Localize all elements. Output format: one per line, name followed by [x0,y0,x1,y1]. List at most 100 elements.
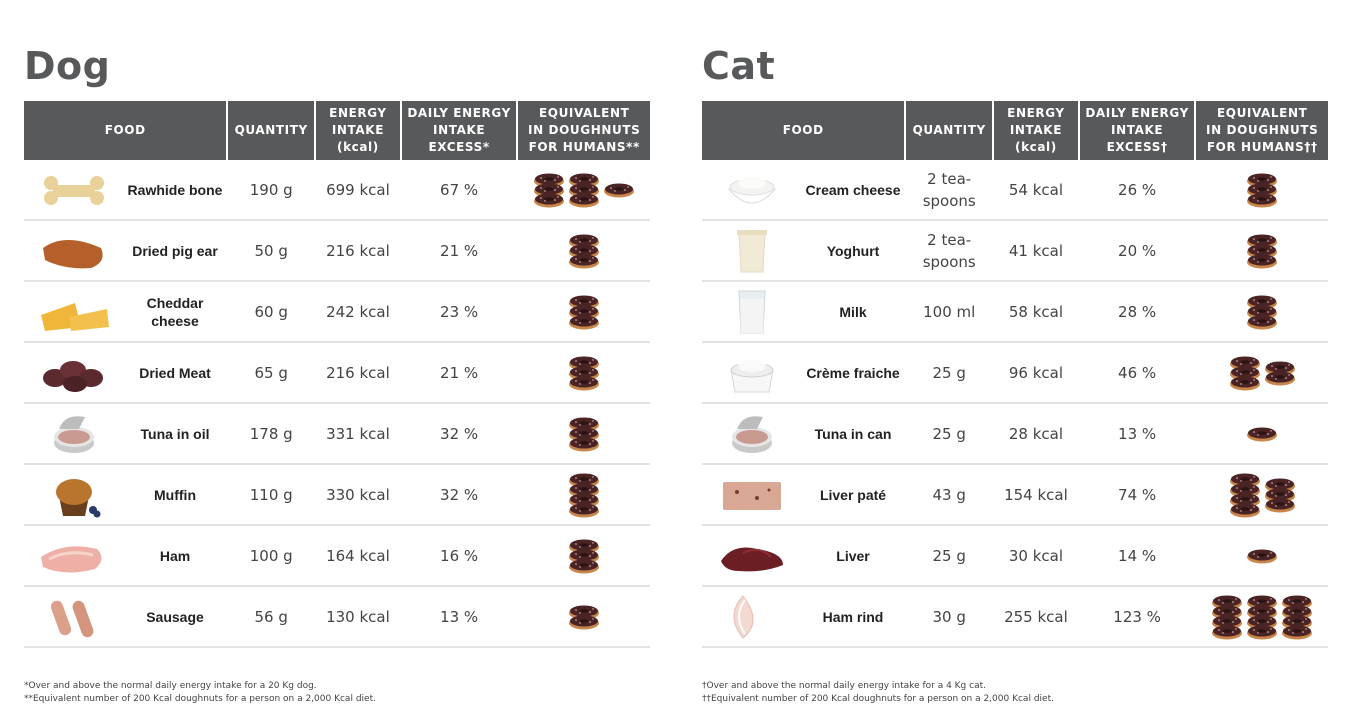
doughnut-icon [1247,549,1278,563]
doughnut-stack [1246,233,1278,269]
doughnut-stack [568,172,600,208]
dried-meat-icon [42,360,103,392]
doughnut-icon [1264,361,1295,375]
table-row: Tuna in can 25 g 28 kcal 13 % [702,404,1328,465]
pate-icon [722,481,781,510]
dog-footnote-1: *Over and above the normal daily energy … [24,681,317,691]
food-image [24,343,124,402]
doughnut-cell [1196,526,1328,585]
food-image [702,282,802,341]
food-name: Milk [839,303,867,320]
doughnut-stack [568,604,600,630]
sausage-icon [50,600,94,637]
header-equivalent: EQUIVALENT IN DOUGHNUTS FOR HUMANS** [518,101,650,160]
milk-icon [738,290,766,333]
dog-footnotes: *Over and above the normal daily energy … [24,680,376,706]
doughnut-stack [568,294,600,330]
quantity-cell: 178 g [249,424,293,443]
food-name: Dried pig ear [132,242,218,259]
cat-table-header: FOOD QUANTITY ENERGY INTAKE (kcal) DAILY… [702,101,1328,160]
bone-icon [43,175,104,205]
doughnut-icon [1247,315,1278,329]
food-name: Tuna in can [814,425,892,442]
doughnut-icon [1264,371,1295,385]
header-equivalent-text: EQUIVALENT IN DOUGHNUTS FOR HUMANS†† [1206,106,1319,154]
doughnut-icon [569,493,600,507]
doughnut-group [1229,472,1296,518]
food-name: Ham rind [822,608,884,625]
doughnut-icon [569,427,600,441]
doughnut-cell [518,587,650,646]
quantity-cell: 110 g [249,485,293,504]
excess-cell: 46 % [1118,363,1157,382]
table-row: Milk 100 ml 58 kcal 28 % [702,282,1328,343]
doughnut-group [1246,233,1278,269]
doughnut-icon [569,173,600,187]
energy-cell: 330 kcal [326,485,390,504]
food-image [702,526,802,585]
doughnut-stack [1246,172,1278,208]
doughnut-icon [569,254,600,268]
header-quantity: QUANTITY [906,101,993,160]
quantity-cell: 2 tea- spoons [922,169,976,210]
doughnut-icon [1247,625,1278,639]
food-image [702,404,802,463]
doughnut-icon [569,234,600,248]
quantity-cell: 190 g [249,180,293,199]
energy-cell: 255 kcal [1004,607,1068,626]
doughnut-icon [1282,615,1313,629]
doughnut-group [1246,294,1278,330]
doughnut-icon [569,244,600,258]
doughnut-group [1246,172,1278,208]
energy-cell: 96 kcal [1008,363,1063,382]
food-image [24,404,124,463]
doughnut-icon [1247,173,1278,187]
doughnut-icon [604,183,635,197]
table-row: Yoghurt 2 tea- spoons 41 kcal 20 % [702,221,1328,282]
doughnut-icon [1247,615,1278,629]
doughnut-icon [569,295,600,309]
doughnut-cell [518,160,650,219]
doughnut-group [1229,355,1296,391]
food-image [24,221,124,280]
doughnut-icon [569,356,600,370]
header-excess: DAILY ENERGY INTAKE EXCESS* [401,101,517,160]
doughnut-cell [1196,343,1328,402]
doughnut-group [568,355,600,391]
doughnut-cell [1196,404,1328,463]
cat-footnote-2: ††Equivalent number of 200 Kcal doughnut… [702,694,1054,704]
energy-cell: 58 kcal [1008,302,1063,321]
doughnut-stack [1281,594,1313,640]
doughnut-icon [534,193,565,207]
doughnut-icon [1264,498,1295,512]
doughnut-group [568,294,600,330]
food-name: Crème fraiche [806,364,900,381]
cat-table-body: Cream cheese 2 tea- spoons 54 kcal 26 % Yogh… [702,160,1328,648]
doughnut-icon [569,193,600,207]
doughnut-icon [1229,483,1260,497]
food-name: Liver [836,547,870,564]
food-image [702,160,802,219]
doughnut-icon [1282,605,1313,619]
doughnut-icon [1229,376,1260,390]
table-row: Rawhide bone 190 g 699 kcal 67 % [24,160,650,221]
doughnut-stack [568,538,600,574]
food-image [24,282,124,341]
food-name: Sausage [146,608,204,625]
doughnut-icon [1247,305,1278,319]
quantity-cell: 50 g [254,241,288,260]
doughnut-icon [1247,254,1278,268]
doughnut-icon [1229,503,1260,517]
doughnut-icon [569,315,600,329]
excess-cell: 21 % [440,363,479,382]
excess-cell: 123 % [1113,607,1161,626]
header-food: FOOD [24,101,227,160]
doughnut-icon [1229,493,1260,507]
quantity-cell: 65 g [254,363,288,382]
excess-cell: 16 % [440,546,479,565]
doughnut-icon [1264,488,1295,502]
doughnut-cell [518,343,650,402]
table-row: Cheddar cheese 60 g 242 kcal 23 % [24,282,650,343]
table-row: Crème fraiche 25 g 96 kcal 46 % [702,343,1328,404]
quantity-cell: 43 g [932,485,966,504]
